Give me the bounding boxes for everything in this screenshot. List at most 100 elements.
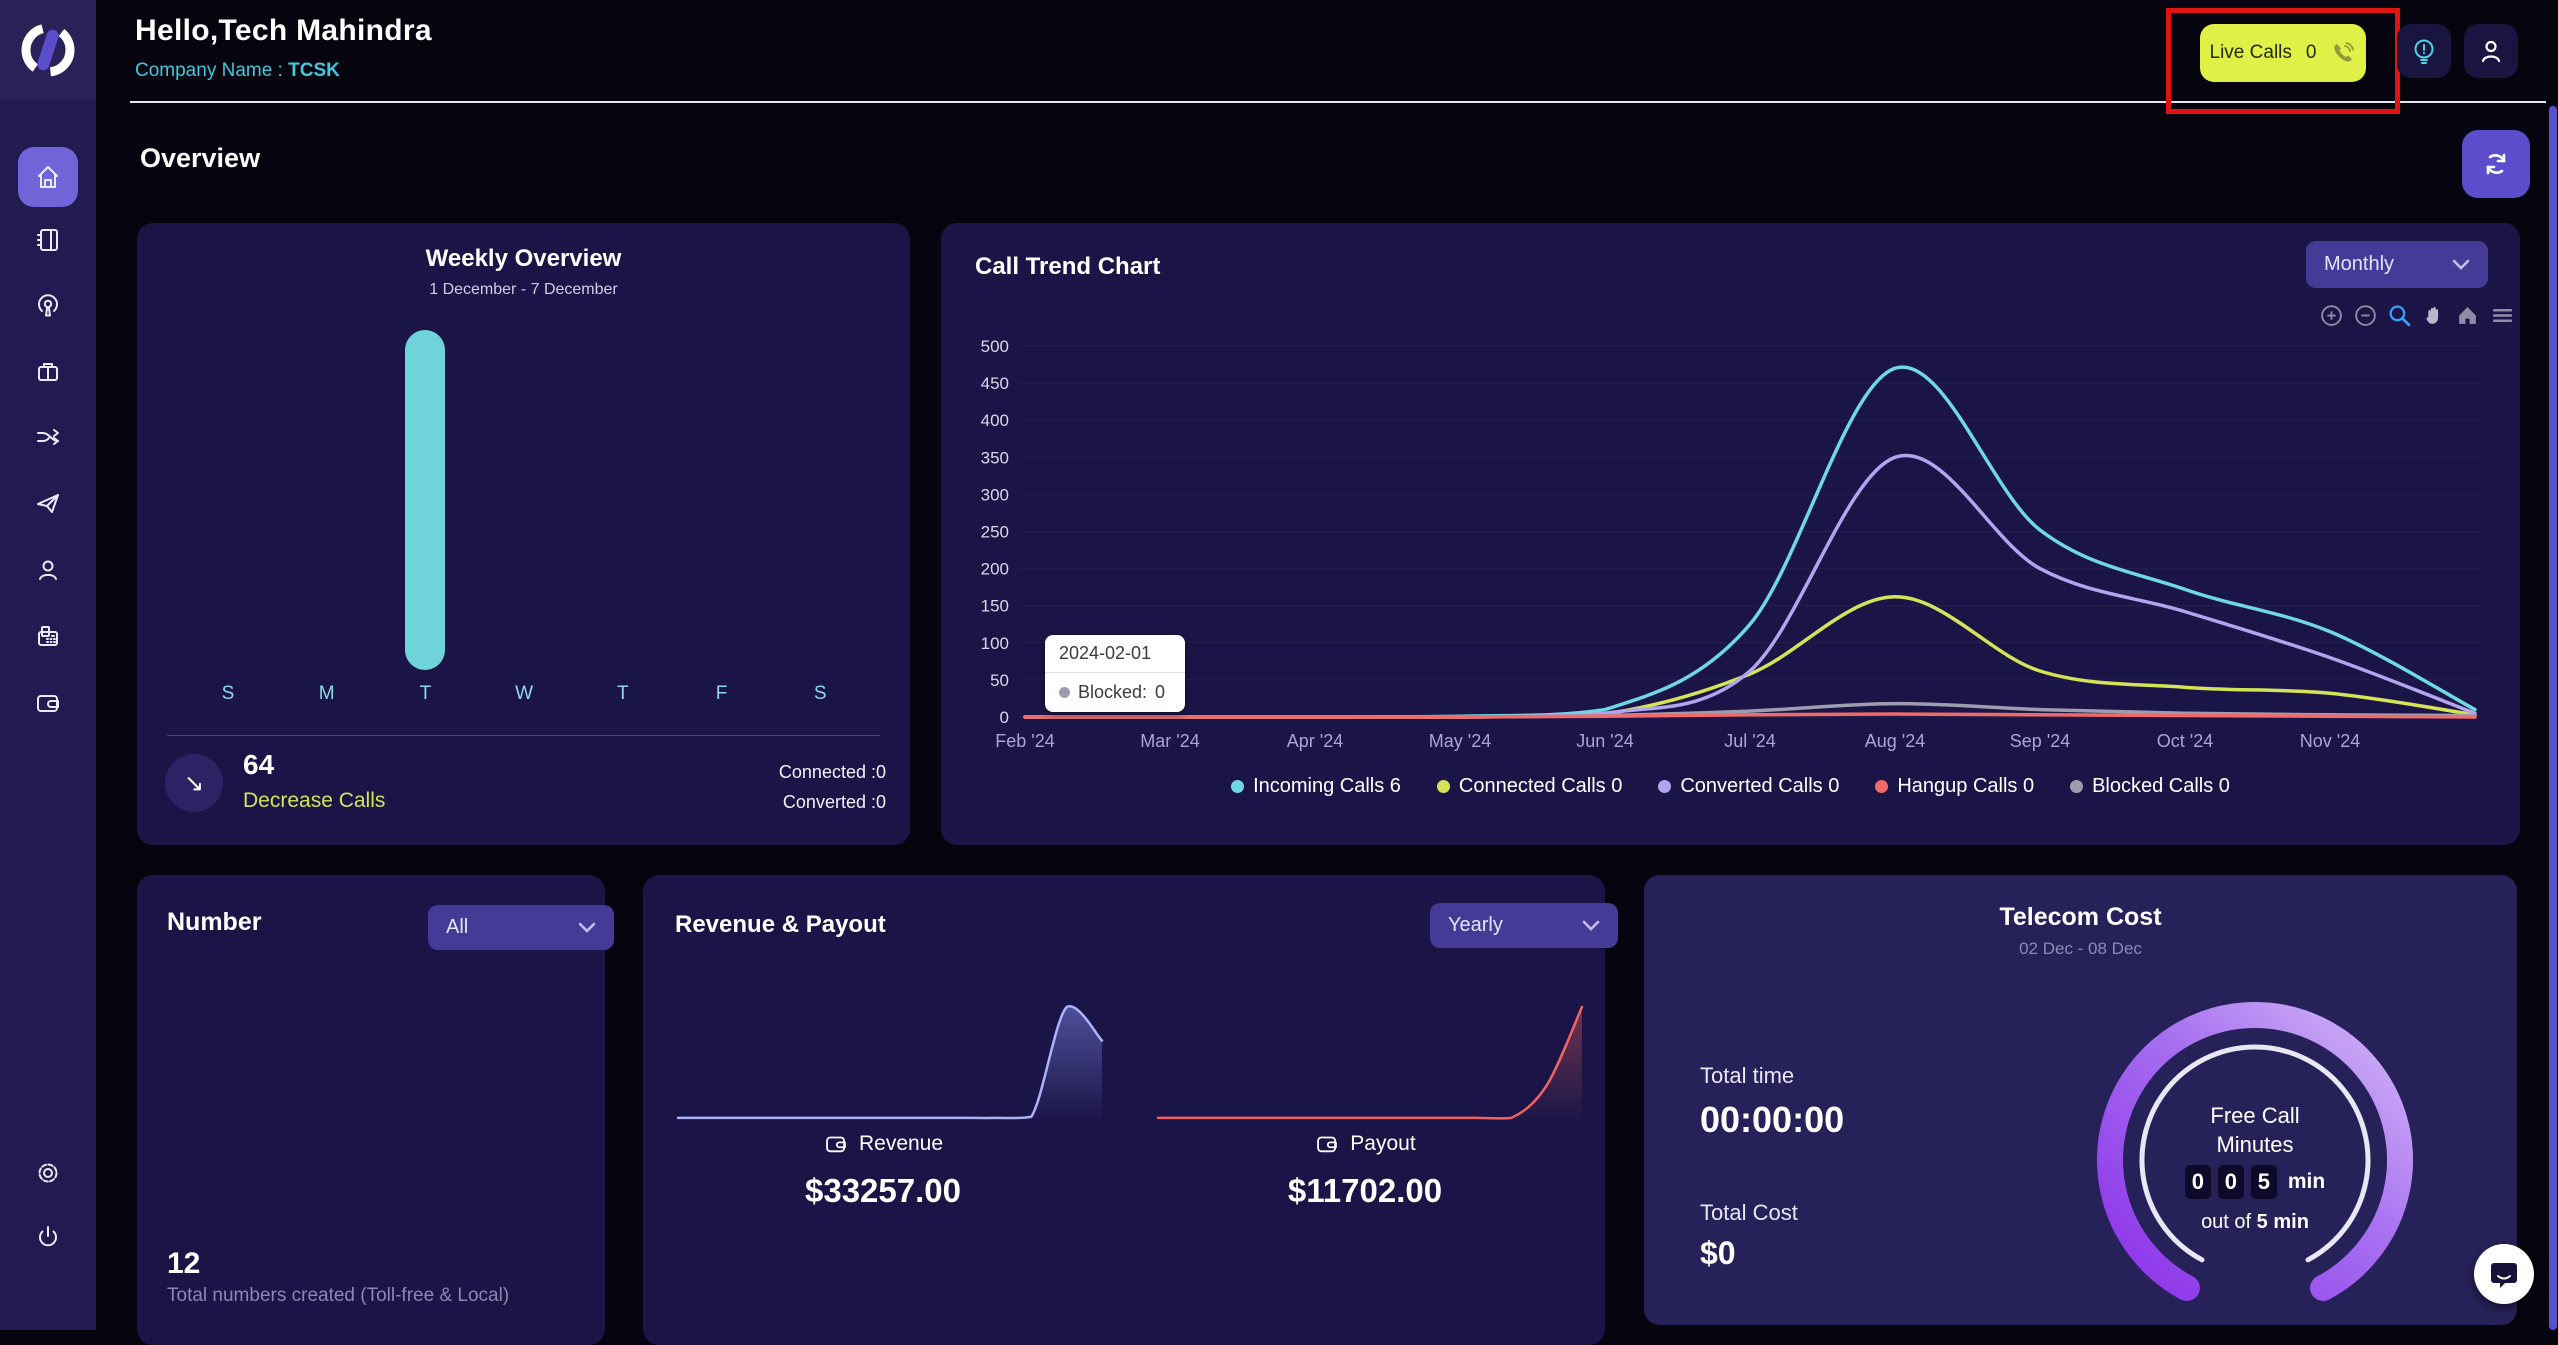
sidebar-item-settings[interactable]: [18, 1143, 78, 1203]
send-icon: [37, 494, 59, 513]
zoom-in-icon[interactable]: [2319, 303, 2344, 328]
sidebar-item-business[interactable]: [18, 342, 78, 402]
payout-block: Payout $11702.00: [1135, 1131, 1595, 1210]
weekly-title: Weekly Overview: [425, 245, 622, 272]
page-scrollbar[interactable]: [2549, 106, 2557, 1330]
telecom-date-range: 02 Dec - 08 Dec: [2019, 939, 2142, 958]
numbers-total: 12: [167, 1247, 201, 1280]
telecom-cost-card: Telecom Cost 02 Dec - 08 Dec Total time …: [1644, 875, 2517, 1325]
svg-text:Jul '24: Jul '24: [1724, 731, 1775, 751]
sidebar-item-contacts[interactable]: [18, 540, 78, 600]
chat-widget-button[interactable]: [2474, 1244, 2534, 1304]
svg-text:200: 200: [981, 560, 1009, 579]
legend-item-connected[interactable]: Connected Calls 0: [1436, 775, 1622, 798]
gauge-digit: 0: [2184, 1165, 2211, 1199]
sidebar-item-home[interactable]: [18, 147, 78, 207]
user-icon: [39, 560, 57, 580]
revenue-sparkline: [676, 1005, 1104, 1121]
day-label: T: [419, 683, 432, 704]
sidebar-item-voice[interactable]: [18, 275, 78, 335]
app-logo[interactable]: [0, 0, 96, 100]
briefcase-icon: [38, 363, 58, 381]
svg-text:Apr '24: Apr '24: [1287, 731, 1343, 751]
sidebar-item-numbers[interactable]: [18, 210, 78, 270]
sync-icon: [2486, 153, 2506, 175]
live-calls-button[interactable]: Live Calls 0: [2200, 24, 2366, 82]
trend-range-dropdown[interactable]: Monthly: [2306, 241, 2488, 288]
power-icon: [39, 1226, 57, 1247]
legend-dot: [1875, 780, 1889, 793]
sidebar-item-phone-system[interactable]: [18, 607, 78, 667]
live-calls-count: 0: [2305, 42, 2317, 63]
legend-item-incoming[interactable]: Incoming Calls 6: [1231, 775, 1401, 798]
profile-button[interactable]: [2464, 24, 2518, 78]
chart-toolbar: [2319, 303, 2516, 328]
legend-item-converted[interactable]: Converted Calls 0: [1658, 775, 1839, 798]
revenue-label: Revenue: [858, 1132, 944, 1155]
reset-home-icon[interactable]: [2455, 303, 2480, 328]
day-label: F: [715, 683, 728, 704]
total-time-value: 00:00:00: [1700, 1099, 1845, 1140]
revenue-payout-card: Revenue & Payout Yearly Reve: [643, 875, 1618, 1345]
svg-text:Nov '24: Nov '24: [2300, 731, 2360, 751]
arrow-down-right-icon: ↘: [183, 769, 205, 797]
number-card: Number All 12 Total numbers created (Tol…: [137, 875, 614, 1345]
pan-hand-icon[interactable]: [2421, 303, 2446, 328]
svg-text:Aug '24: Aug '24: [1865, 731, 1926, 751]
connected-label: Connected :: [778, 762, 876, 782]
svg-text:Jun '24: Jun '24: [1576, 731, 1633, 751]
chart-tooltip: 2024-02-01 Blocked: 0: [1045, 635, 1185, 712]
gauge-line1: Free Call: [2210, 1103, 2300, 1128]
chevron-down-icon: [2452, 259, 2470, 270]
refresh-button[interactable]: [2462, 130, 2530, 198]
decrease-arrow-badge: ↘: [165, 754, 223, 812]
svg-text:250: 250: [981, 523, 1009, 542]
wallet-icon: [826, 1136, 846, 1153]
svg-text:150: 150: [981, 597, 1009, 616]
legend-label: Converted Calls 0: [1680, 775, 1840, 797]
company-label: Company Name :: [135, 60, 289, 81]
zoom-out-icon[interactable]: [2353, 303, 2378, 328]
free-minutes-gauge: [2097, 1002, 2413, 1301]
sidebar-item-call-flow[interactable]: [18, 407, 78, 467]
tooltip-date: 2024-02-01: [1045, 635, 1185, 673]
legend-dot: [1231, 780, 1245, 793]
legend-label: Incoming Calls 6: [1253, 775, 1401, 797]
weekly-date-range: 1 December - 7 December: [429, 281, 618, 298]
total-cost-value: $0: [1700, 1235, 1736, 1271]
svg-text:0: 0: [1000, 708, 1009, 727]
home-icon: [38, 166, 58, 188]
sidebar-item-billing[interactable]: [18, 673, 78, 733]
weekly-divider: [167, 735, 880, 736]
legend-item-hangup[interactable]: Hangup Calls 0: [1875, 775, 2034, 798]
bulb-alert-icon: [2414, 39, 2434, 64]
greeting-prefix: Hello,: [135, 14, 219, 47]
tooltip-series-dot: [1059, 687, 1070, 698]
tooltip-label: Blocked:: [1078, 682, 1148, 702]
number-filter-dropdown[interactable]: All: [428, 905, 614, 950]
sidebar-item-logout[interactable]: [18, 1207, 78, 1267]
total-time-label: Total time: [1700, 1063, 1795, 1088]
sidebar-item-campaigns[interactable]: [18, 473, 78, 533]
svg-text:50: 50: [990, 671, 1009, 690]
selection-zoom-icon[interactable]: [2387, 303, 2412, 328]
wallet-icon: [1317, 1136, 1338, 1153]
legend-item-blocked[interactable]: Blocked Calls 0: [2070, 775, 2230, 798]
weekly-bar: [405, 330, 446, 670]
menu-icon[interactable]: [2489, 303, 2516, 328]
weekly-stat-label: Decrease Calls: [243, 789, 386, 812]
revenue-range-dropdown[interactable]: Yearly: [1430, 903, 1618, 948]
svg-text:May '24: May '24: [1429, 731, 1491, 751]
svg-text:400: 400: [981, 411, 1009, 430]
live-calls-label: Live Calls: [2209, 42, 2292, 63]
notebook-icon: [37, 229, 58, 251]
legend-label: Hangup Calls 0: [1897, 775, 2035, 797]
help-button[interactable]: [2397, 24, 2451, 78]
weekly-stat-value: 64: [243, 749, 275, 780]
company-name: Company Name : TCSK: [135, 60, 340, 82]
day-label: S: [813, 683, 827, 704]
revenue-block: Revenue $33257.00: [653, 1131, 1113, 1210]
out-of-value: 5 min: [2256, 1211, 2309, 1233]
